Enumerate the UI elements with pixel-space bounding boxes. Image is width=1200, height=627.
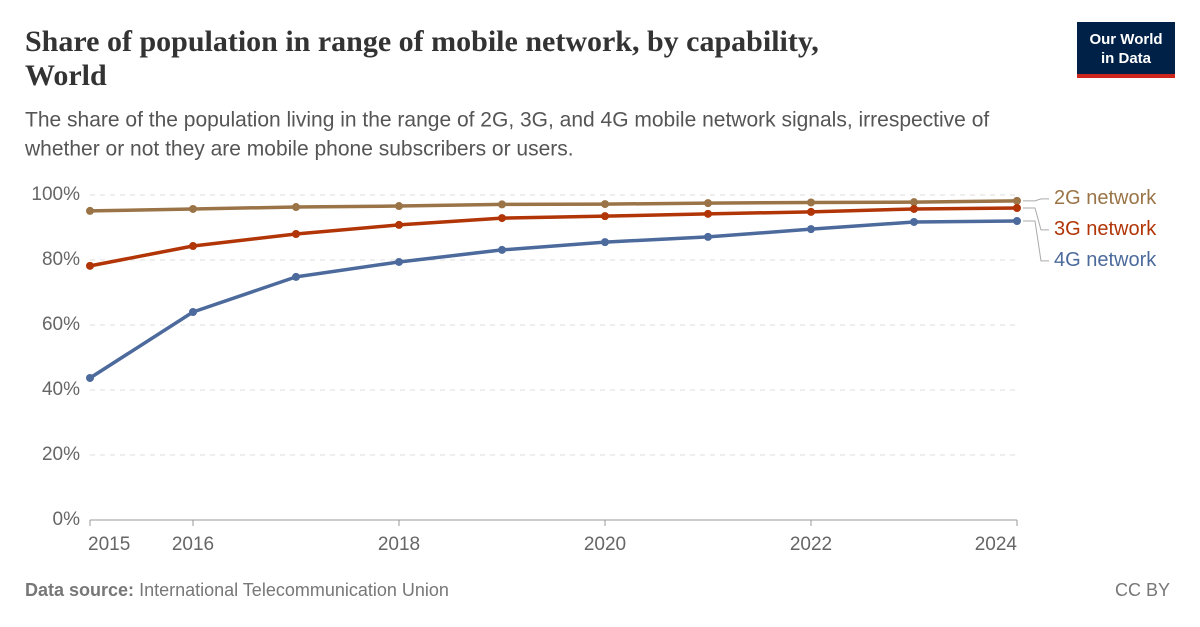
data-point [601, 238, 609, 247]
series-line [89, 199, 1018, 213]
x-tick-label: 2024 [975, 534, 1018, 555]
source-name: International Telecommunication Union [139, 580, 449, 600]
subtitle-line-2: whether or not they are mobile phone sub… [24, 138, 574, 161]
data-point [910, 204, 918, 213]
y-tick-label: 40% [42, 379, 80, 400]
license: CC BY [1115, 580, 1170, 600]
data-point [704, 232, 712, 241]
y-tick-label: 20% [42, 444, 80, 465]
data-point [704, 209, 712, 218]
source: Data source: International Telecommunica… [25, 580, 449, 600]
data-point [1013, 196, 1021, 205]
series-line [89, 219, 1018, 380]
logo-text: Our World [1089, 31, 1162, 48]
x-tick-label: 2016 [172, 534, 214, 555]
data-point [498, 214, 506, 223]
x-tick-label: 2020 [584, 534, 626, 555]
data-point [86, 206, 94, 215]
data-point [498, 200, 506, 209]
data-point [807, 207, 815, 216]
data-point [292, 230, 300, 238]
data-point [807, 198, 815, 207]
data-point [1013, 204, 1021, 212]
data-point [498, 245, 506, 254]
data-point [1013, 217, 1021, 225]
y-tick-label: 80% [42, 249, 80, 270]
logo-text: in Data [1101, 50, 1152, 67]
y-tick-label: 60% [42, 314, 80, 335]
legend-label: 3G network [1054, 218, 1157, 240]
data-point [86, 261, 94, 270]
data-point [807, 225, 815, 234]
legend-label: 4G network [1054, 249, 1157, 271]
x-tick-label: 2018 [378, 534, 420, 555]
logo-stripe [1077, 74, 1175, 78]
subtitle: The share of the population living in th… [25, 109, 989, 132]
legend-label: 2G network [1054, 187, 1157, 209]
x-tick-label: 2015 [88, 534, 130, 555]
data-point [395, 257, 403, 266]
chart-title-line-2: World [25, 59, 107, 92]
data-point [189, 204, 197, 213]
data-point [601, 212, 609, 221]
data-point [189, 308, 197, 316]
legend-connector [1023, 198, 1049, 202]
data-point [704, 199, 712, 208]
y-tick-label: 100% [31, 184, 80, 205]
data-point [292, 203, 300, 212]
data-point [292, 272, 300, 281]
source-label: Data source: [25, 580, 134, 600]
data-point [395, 202, 403, 211]
legend-connector [1023, 207, 1049, 231]
data-point [189, 242, 197, 251]
series-line [89, 206, 1018, 268]
logo-box [1077, 22, 1175, 78]
x-tick-label: 2022 [790, 534, 832, 555]
data-point [395, 220, 403, 229]
y-tick-label: 0% [53, 509, 81, 530]
data-point [910, 198, 918, 207]
chart-title: Share of population in range of mobile n… [25, 25, 819, 58]
data-point [86, 373, 94, 382]
legend-connector [1023, 220, 1049, 262]
data-point [910, 217, 918, 226]
data-point [601, 200, 609, 209]
